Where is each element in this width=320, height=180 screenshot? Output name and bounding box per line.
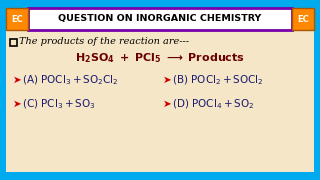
Text: EC: EC [11,15,23,24]
Text: $\mathrm{(B)\ POCl_2 + SOCl_2}$: $\mathrm{(B)\ POCl_2 + SOCl_2}$ [172,73,264,87]
Text: ➤: ➤ [163,99,172,109]
Text: $\mathrm{(D)\ POCl_4 + SO_2}$: $\mathrm{(D)\ POCl_4 + SO_2}$ [172,97,254,111]
Text: $\mathbf{H_2SO_4}$$\mathbf{\ +\ PCl_5\ }$$\mathbf{\longrightarrow}$$\mathbf{\ Pr: $\mathbf{H_2SO_4}$$\mathbf{\ +\ PCl_5\ }… [75,51,245,65]
Text: QUESTION ON INORGANIC CHEMISTRY: QUESTION ON INORGANIC CHEMISTRY [58,15,262,24]
Text: The products of the reaction are---: The products of the reaction are--- [19,37,189,46]
Text: $\mathrm{(C)\ PCl_3 + SO_3}$: $\mathrm{(C)\ PCl_3 + SO_3}$ [22,97,96,111]
Text: ➤: ➤ [13,99,22,109]
Text: ➤: ➤ [13,75,22,85]
Text: EC: EC [297,15,309,24]
Bar [6,8,28,30]
Bar [292,8,314,30]
Text: $\mathrm{(A)\ POCl_3 + SO_2Cl_2}$: $\mathrm{(A)\ POCl_3 + SO_2Cl_2}$ [22,73,119,87]
Bar [10,39,17,46]
Bar [28,8,292,30]
Text: ➤: ➤ [163,75,172,85]
